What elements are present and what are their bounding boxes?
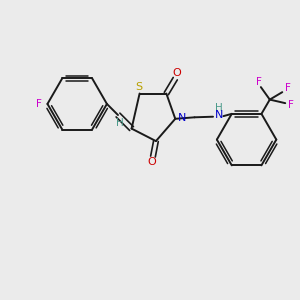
- Text: F: F: [288, 100, 293, 110]
- Text: O: O: [172, 68, 181, 78]
- Text: F: F: [256, 77, 261, 87]
- Text: N: N: [178, 113, 186, 123]
- Text: F: F: [36, 99, 42, 109]
- Text: H: H: [215, 103, 223, 113]
- Text: N: N: [215, 110, 223, 120]
- Text: S: S: [135, 82, 142, 92]
- Text: F: F: [285, 83, 291, 93]
- Text: O: O: [147, 158, 156, 167]
- Text: H: H: [116, 118, 123, 128]
